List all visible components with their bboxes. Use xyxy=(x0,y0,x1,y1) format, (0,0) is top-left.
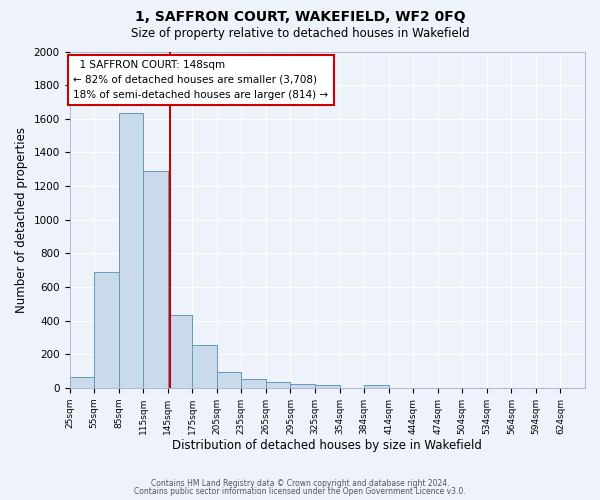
Bar xyxy=(143,171,168,388)
X-axis label: Distribution of detached houses by size in Wakefield: Distribution of detached houses by size … xyxy=(172,440,482,452)
Bar xyxy=(192,345,217,388)
Bar xyxy=(266,382,290,388)
Text: 1 SAFFRON COURT: 148sqm
← 82% of detached houses are smaller (3,708)
18% of semi: 1 SAFFRON COURT: 148sqm ← 82% of detache… xyxy=(73,60,328,100)
Bar xyxy=(168,314,192,388)
Bar xyxy=(241,378,266,388)
Bar xyxy=(315,386,340,388)
Bar xyxy=(364,385,389,388)
Text: 1, SAFFRON COURT, WAKEFIELD, WF2 0FQ: 1, SAFFRON COURT, WAKEFIELD, WF2 0FQ xyxy=(134,10,466,24)
Y-axis label: Number of detached properties: Number of detached properties xyxy=(15,126,28,312)
Bar xyxy=(94,272,119,388)
Bar xyxy=(290,384,315,388)
Text: Size of property relative to detached houses in Wakefield: Size of property relative to detached ho… xyxy=(131,28,469,40)
Bar xyxy=(70,377,94,388)
Bar xyxy=(119,113,143,388)
Bar xyxy=(217,372,241,388)
Text: Contains public sector information licensed under the Open Government Licence v3: Contains public sector information licen… xyxy=(134,487,466,496)
Text: Contains HM Land Registry data © Crown copyright and database right 2024.: Contains HM Land Registry data © Crown c… xyxy=(151,478,449,488)
